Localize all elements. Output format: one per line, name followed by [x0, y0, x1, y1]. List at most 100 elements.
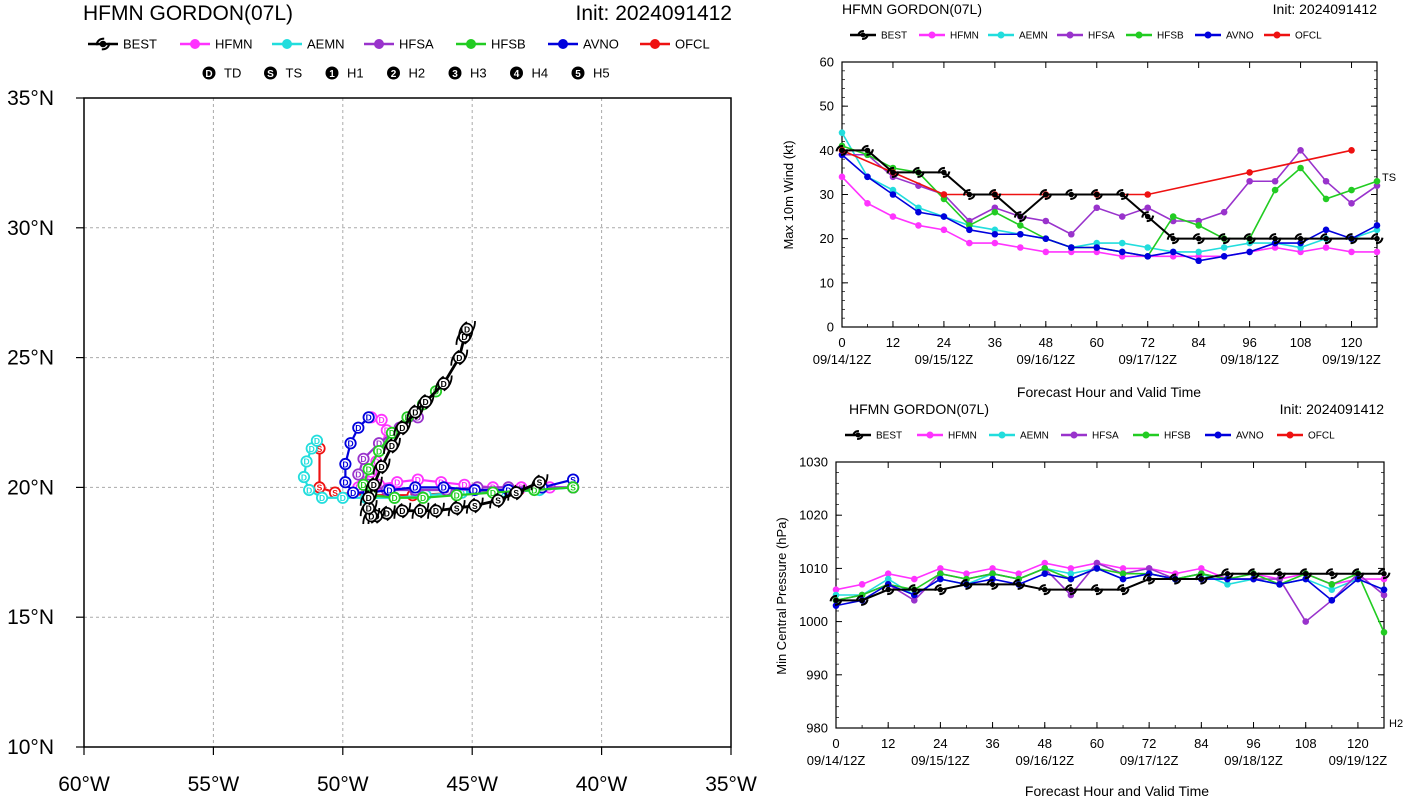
date-tick-label: 09/19/12Z: [1329, 753, 1388, 768]
track-category-letter: D: [355, 470, 361, 480]
pressure-panel-init: Init: 2024091412: [1280, 401, 1385, 417]
hurricane-arm: [1351, 568, 1359, 575]
legend-item-hfmn: HFMN: [917, 431, 977, 442]
track-category-letter: S: [570, 483, 576, 493]
track-point: S: [489, 492, 507, 509]
hurricane-arm: [1345, 233, 1353, 240]
data-point: [1093, 565, 1101, 572]
data-point: [889, 213, 897, 220]
track-marker: [468, 499, 482, 512]
hurricane-arm: [1268, 233, 1277, 240]
data-point-hurricane-icon: [962, 189, 976, 200]
track-category-letter: D: [399, 506, 405, 516]
legend-item-hfsa: HFSA: [1061, 431, 1119, 442]
data-point-hurricane-icon: [835, 144, 849, 156]
date-tick-label: 09/14/12Z: [807, 753, 866, 768]
legend-label: OFCL: [1308, 431, 1335, 442]
x-tick-label: 108: [1290, 335, 1312, 350]
hurricane-arm: [1330, 572, 1339, 580]
hurricane-core: [1246, 235, 1253, 242]
date-tick-label: 09/15/12Z: [915, 352, 974, 367]
date-tick-label: 09/15/12Z: [911, 753, 970, 768]
legend-label: AVNO: [1236, 431, 1264, 442]
hurricane-core: [1119, 191, 1125, 198]
hurricane-arm: [1070, 193, 1078, 200]
hurricane-arm: [891, 171, 900, 178]
hurricane-arm: [1324, 237, 1333, 245]
track-point: D: [303, 483, 316, 497]
hurricane-arm: [95, 37, 105, 46]
hurricane-core: [1068, 586, 1074, 593]
data-point-hurricane-icon: [937, 166, 951, 178]
track-category-letter: D: [490, 488, 496, 498]
data-point: [1119, 575, 1127, 583]
intensity-label: TD: [224, 66, 241, 81]
data-point: [1093, 244, 1101, 251]
data-point: [1118, 239, 1126, 247]
hurricane-core: [1221, 235, 1227, 242]
intensity-symbol: [387, 66, 400, 80]
hurricane-core: [1198, 576, 1205, 582]
data-point: [1322, 195, 1330, 203]
hurricane-arm: [834, 599, 843, 606]
track-category-letter: D: [342, 459, 348, 469]
x-tick-label: 120: [1347, 736, 1369, 751]
data-point-hurricane-icon: [1192, 233, 1206, 245]
legend-label: HFSA: [1092, 431, 1119, 442]
track-category-letter: D: [309, 444, 315, 454]
hurricane-arm: [1174, 577, 1182, 585]
hurricane-arm: [1248, 237, 1257, 245]
track-category-letter: S: [317, 483, 323, 493]
hurricane-arm: [1038, 584, 1046, 591]
track-marker: [315, 491, 329, 504]
intensity-label: H3: [470, 66, 487, 81]
track-point: D: [391, 476, 404, 489]
data-point: [1041, 559, 1049, 567]
data-point: [1348, 248, 1355, 256]
hurricane-core: [859, 597, 865, 604]
track-point: S: [313, 481, 326, 494]
data-point: [963, 570, 970, 578]
legend-item-hfmn: HFMN: [180, 37, 253, 52]
legend-marker: [1066, 31, 1074, 39]
hurricane-arm: [1192, 233, 1200, 240]
reference-label: TS: [1382, 172, 1396, 184]
track-point: D: [300, 455, 313, 468]
track-category-letter: D: [505, 485, 511, 495]
track-marker: [344, 437, 357, 450]
legend-label: AVNO: [583, 37, 619, 52]
hurricane-arm: [1168, 573, 1177, 581]
map-y-tick-label: 10°N: [7, 736, 54, 759]
date-tick-label: 09/18/12Z: [1224, 753, 1283, 768]
data-point: [1246, 177, 1253, 185]
intensity-item-ts: S TS: [264, 66, 302, 81]
track-category-letter: D: [347, 439, 353, 449]
track-marker: [533, 475, 546, 489]
data-point: [1380, 586, 1388, 593]
pressure-panel-title: HFMN GORDON(07L): [849, 401, 989, 417]
track-point: D: [375, 413, 388, 427]
intensity-item-h2: 2 H2: [387, 66, 425, 81]
track-category-letter: S: [472, 501, 478, 511]
series-line: [842, 149, 1378, 236]
track-category-letter: D: [389, 428, 395, 438]
hurricane-arm: [1039, 189, 1047, 196]
x-tick-label: 60: [1090, 335, 1104, 350]
map-x-tick-label: 55°W: [188, 773, 240, 796]
data-point: [1144, 244, 1152, 251]
data-point: [1144, 191, 1152, 198]
hurricane-arm: [1299, 568, 1307, 575]
data-point-hurricane-icon: [1168, 573, 1182, 585]
hurricane-core: [1094, 191, 1100, 198]
track-category-letter: D: [303, 457, 309, 467]
hurricane-arm: [840, 149, 849, 156]
x-tick-label: 0: [832, 736, 839, 751]
track-category-letter: S: [317, 444, 323, 454]
intensity-label: H5: [593, 66, 610, 81]
map-y-tick-label: 30°N: [7, 217, 54, 240]
legend-marker: [997, 31, 1005, 39]
map-x-tick-label: 60°W: [58, 773, 110, 796]
hurricane-arm: [1043, 588, 1052, 596]
map-x-tick-label: 35°W: [705, 773, 757, 796]
